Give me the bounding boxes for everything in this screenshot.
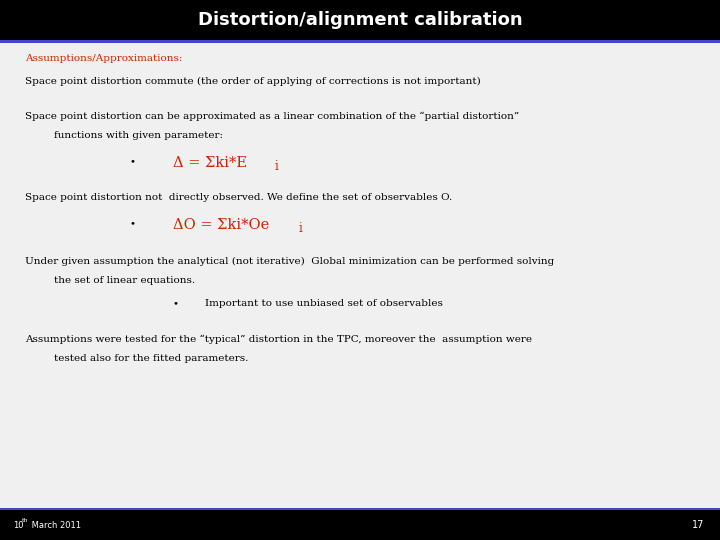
Text: March 2011: March 2011 — [29, 521, 81, 530]
Text: tested also for the fitted parameters.: tested also for the fitted parameters. — [54, 354, 248, 363]
Bar — [0, 510, 720, 540]
Text: Assumptions were tested for the “typical” distortion in the TPC, moreover the  a: Assumptions were tested for the “typical… — [25, 334, 532, 343]
Text: ΔO = Σki*Oe: ΔO = Σki*Oe — [173, 218, 269, 232]
Text: the set of linear equations.: the set of linear equations. — [54, 276, 195, 286]
Text: Assumptions/Approximations:: Assumptions/Approximations: — [25, 54, 183, 63]
Text: Space point distortion commute (the order of applying of corrections is not impo: Space point distortion commute (the orde… — [25, 77, 481, 86]
Text: i: i — [274, 160, 278, 173]
Text: i: i — [299, 222, 302, 235]
Bar — [0, 40, 720, 43]
Bar — [0, 508, 720, 510]
Text: 10: 10 — [13, 521, 24, 530]
Text: •: • — [130, 157, 135, 166]
Text: 17: 17 — [692, 520, 704, 530]
Text: •: • — [173, 299, 179, 308]
Text: Space point distortion not  directly observed. We define the set of observables : Space point distortion not directly obse… — [25, 193, 452, 202]
Text: Δ = Σki*E: Δ = Σki*E — [173, 156, 247, 170]
Text: Space point distortion can be approximated as a linear combination of the “parti: Space point distortion can be approximat… — [25, 112, 519, 121]
Bar — [0, 0, 720, 40]
Text: Important to use unbiased set of observables: Important to use unbiased set of observa… — [205, 299, 443, 308]
Text: functions with given parameter:: functions with given parameter: — [54, 131, 223, 140]
Text: Under given assumption the analytical (not iterative)  Global minimization can b: Under given assumption the analytical (n… — [25, 257, 554, 266]
Text: •: • — [130, 219, 135, 228]
Text: th: th — [22, 518, 28, 523]
Text: Distortion/alignment calibration: Distortion/alignment calibration — [198, 11, 522, 29]
